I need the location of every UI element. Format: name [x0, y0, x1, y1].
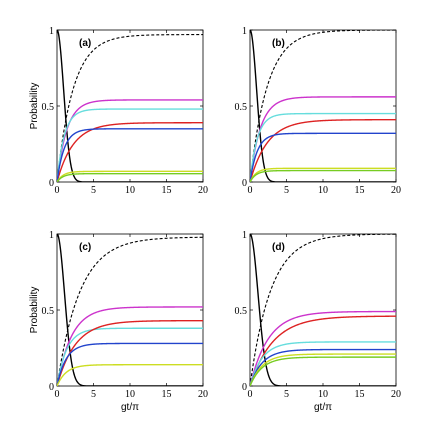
x-tick-label: 5 [91, 389, 96, 400]
x-tick-label: 10 [318, 185, 328, 196]
x-tick-label: 10 [125, 185, 135, 196]
chart-panel-c: 0 5 10 15 20 0 0.5 1 (c) Probability gt/π [29, 230, 208, 413]
series-line-2 [57, 236, 203, 386]
panel-label: (d) [272, 242, 285, 253]
x-tick-label: 20 [391, 185, 401, 196]
y-tick-label: 0 [242, 382, 247, 393]
x-tick-label: 5 [284, 185, 289, 196]
x-tick-label: 0 [55, 185, 60, 196]
series-line-8 [57, 172, 203, 182]
plot-frame [249, 29, 397, 183]
series-line-3 [57, 99, 203, 182]
y-axis-label: Probability [29, 83, 40, 130]
series-line-8 [250, 169, 396, 182]
x-tick-label: 5 [284, 389, 289, 400]
series-group [250, 234, 396, 386]
x-tick-label: 5 [91, 185, 96, 196]
y-tick-label: 1 [242, 26, 247, 37]
panel-label: (c) [79, 242, 91, 253]
y-tick-label: 1 [49, 26, 54, 37]
y-axis-label: Probability [29, 287, 40, 334]
series-line-1 [250, 234, 396, 386]
series-line-6 [250, 348, 396, 386]
series-line-1 [250, 30, 396, 182]
y-tick-label: 0 [49, 382, 54, 393]
series-line-7 [57, 364, 203, 386]
series-line-4 [250, 315, 396, 386]
y-tick-label: 0 [49, 178, 54, 189]
panel-label: (a) [79, 38, 91, 49]
x-tick-label: 15 [355, 185, 365, 196]
y-tick-label: 0.5 [235, 306, 248, 317]
y-tick-label: 0.5 [235, 102, 248, 113]
series-line-7 [57, 170, 203, 182]
x-tick-label: 15 [355, 389, 365, 400]
series-line-6 [57, 128, 203, 182]
plot-frame [249, 233, 397, 387]
chart-panel-b: 0 5 10 15 20 0 0.5 1 (b) [235, 26, 402, 196]
series-group [57, 30, 203, 182]
x-tick-label: 10 [318, 389, 328, 400]
series-line-2 [250, 30, 396, 182]
series-line-8 [250, 356, 396, 386]
series-line-3 [250, 310, 396, 386]
y-tick-label: 1 [242, 230, 247, 241]
series-line-4 [57, 327, 203, 386]
series-line-3 [250, 96, 396, 182]
x-axis-label: gt/π [121, 402, 139, 413]
series-line-5 [250, 341, 396, 386]
series-line-6 [57, 342, 203, 386]
series-line-4 [250, 112, 396, 182]
series-line-4 [57, 108, 203, 182]
series-line-1 [57, 30, 203, 182]
panel-label: (b) [272, 38, 285, 49]
x-tick-label: 0 [248, 389, 253, 400]
series-line-1 [57, 234, 203, 386]
series-line-5 [57, 122, 203, 182]
series-line-7 [250, 167, 396, 182]
series-line-3 [57, 306, 203, 386]
x-tick-label: 15 [162, 389, 172, 400]
series-group [250, 30, 396, 182]
plot-frame [56, 233, 204, 387]
y-tick-label: 0.5 [42, 102, 55, 113]
series-line-5 [57, 319, 203, 386]
series-group [57, 234, 203, 386]
plot-frame [56, 29, 204, 183]
series-line-6 [250, 132, 396, 182]
series-line-5 [250, 118, 396, 182]
y-tick-label: 1 [49, 230, 54, 241]
y-tick-label: 0 [242, 178, 247, 189]
x-tick-label: 20 [198, 185, 208, 196]
series-line-2 [250, 234, 396, 386]
chart-panel-d: 0 5 10 15 20 0 0.5 1 (d) gt/π [235, 230, 402, 413]
chart-panel-a: 0 5 10 15 20 0 0.5 1 (a) Probability [29, 26, 208, 196]
x-tick-label: 0 [55, 389, 60, 400]
x-axis-label: gt/π [314, 402, 332, 413]
x-tick-label: 20 [391, 389, 401, 400]
series-line-2 [57, 34, 203, 182]
x-tick-label: 15 [162, 185, 172, 196]
x-tick-label: 0 [248, 185, 253, 196]
x-tick-label: 20 [198, 389, 208, 400]
x-tick-label: 10 [125, 389, 135, 400]
y-tick-label: 0.5 [42, 306, 55, 317]
series-line-7 [250, 353, 396, 386]
